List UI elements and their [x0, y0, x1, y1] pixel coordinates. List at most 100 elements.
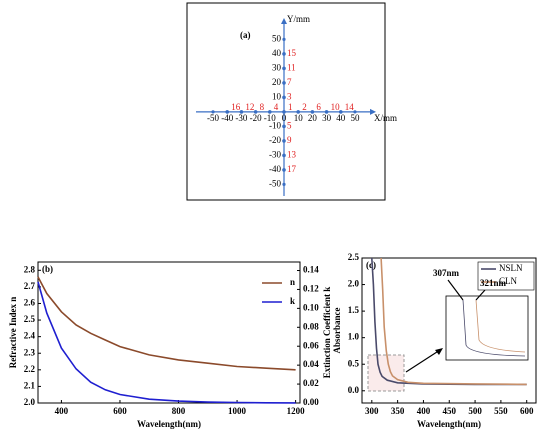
panel-title: (c) [366, 260, 376, 270]
y2-tick-label: 0.10 [303, 302, 319, 312]
y2-tick-label: 0.04 [303, 359, 319, 369]
y-tick-label: 2.1 [24, 380, 36, 390]
point [310, 110, 315, 114]
y-tick-label: -40 [269, 164, 281, 174]
x-tick-label: 300 [365, 406, 379, 416]
legend-label: n [290, 277, 295, 287]
y2-tick-label: 0.06 [303, 340, 319, 350]
x-tick-label: 1200 [287, 406, 306, 416]
arrow-head [435, 348, 443, 355]
y2-tick-label: 0.14 [303, 265, 319, 275]
point-label: 3 [287, 91, 292, 101]
point-label: 1 [288, 102, 293, 112]
y-tick-label: -20 [269, 135, 281, 145]
series-line [380, 257, 527, 386]
point [282, 153, 286, 158]
y2-axis-label: Extinction Coefficient k [322, 287, 332, 379]
point-label: 17 [287, 164, 297, 174]
inset [445, 295, 529, 361]
x-tick-label: 400 [417, 406, 431, 416]
x-tick-label: -50 [207, 113, 219, 123]
point-label: 10 [331, 102, 341, 112]
inset-curve [475, 299, 526, 353]
panel-a-frame [186, 2, 386, 201]
y-tick-label: 1.0 [348, 332, 360, 342]
point-label: 15 [287, 48, 297, 58]
arrow [405, 349, 441, 373]
x-tick-label: 800 [172, 406, 186, 416]
point-label: 5 [287, 120, 292, 130]
series-line [37, 281, 296, 404]
y-tick [282, 182, 286, 186]
x-tick-label: 1000 [228, 406, 247, 416]
point [282, 66, 286, 71]
x-tick-label: 600 [520, 406, 534, 416]
point-label: 2 [302, 102, 307, 112]
annotation: 321nm [480, 278, 507, 288]
y-tick-label: 10 [272, 91, 282, 101]
point [296, 110, 300, 114]
point [282, 139, 286, 143]
y-axis-label: Absorbance [332, 307, 342, 353]
legend-label: NSLN [499, 263, 523, 273]
y-tick-label: 2.0 [24, 397, 36, 407]
x-tick-label: 30 [322, 113, 332, 123]
y2-tick-label: 0.02 [303, 378, 319, 388]
y-tick-label: -50 [269, 178, 281, 188]
point-label: 9 [287, 135, 292, 145]
x-axis-label: X/mm [374, 113, 397, 123]
point-label: 8 [260, 102, 265, 112]
y-tick-label: 30 [272, 62, 282, 72]
x-tick-label: 450 [443, 406, 457, 416]
arrow-head [281, 18, 287, 24]
x-axis-label: Wavelength(nm) [417, 419, 481, 429]
x-tick-label: 50 [350, 113, 360, 123]
y-tick-label: 2.5 [24, 314, 36, 324]
x-tick-label: -20 [250, 113, 262, 123]
y-tick-label: 2.2 [24, 364, 36, 374]
x-tick-label: 400 [55, 406, 69, 416]
point-label: 6 [316, 102, 321, 112]
y-tick-label: 50 [272, 33, 282, 43]
x-tick-label: 40 [336, 113, 346, 123]
x-tick [211, 110, 215, 114]
arrow-head [370, 108, 376, 115]
plot-frame [37, 261, 301, 404]
point-label: 11 [287, 62, 296, 72]
point [225, 110, 230, 114]
point [253, 110, 258, 114]
y-tick-label: 2.3 [24, 347, 36, 357]
y-tick-label: 2.6 [24, 298, 36, 308]
panel-title: (b) [42, 264, 53, 274]
x-tick-label: 20 [308, 113, 318, 123]
point [282, 124, 286, 129]
legend-box [477, 261, 535, 291]
point [282, 81, 286, 85]
point-label: 13 [287, 149, 297, 159]
point [282, 52, 286, 56]
point [239, 110, 244, 114]
point-label: 16 [231, 102, 241, 112]
y-tick-label: 20 [272, 77, 282, 87]
x-tick [353, 110, 357, 114]
point-label: 12 [245, 102, 254, 112]
x-tick-label: 500 [468, 406, 482, 416]
x-axis-label: Wavelength(nm) [137, 419, 201, 429]
y-tick-label: 2.0 [348, 279, 360, 289]
point [282, 168, 286, 172]
arrow [475, 289, 486, 301]
point [338, 110, 343, 114]
point-label: 7 [287, 77, 292, 87]
y-axis-label: Refractive Index n [8, 297, 18, 369]
y-tick-label: 0.5 [348, 358, 360, 368]
series-line [37, 276, 296, 371]
y-tick-label: 2.8 [24, 264, 36, 274]
legend-label: CLN [499, 276, 518, 286]
point [282, 95, 286, 100]
y-tick-label: 2.7 [24, 281, 36, 291]
y-tick-label: -30 [269, 149, 281, 159]
x-tick-label: 550 [494, 406, 508, 416]
point [282, 110, 286, 114]
